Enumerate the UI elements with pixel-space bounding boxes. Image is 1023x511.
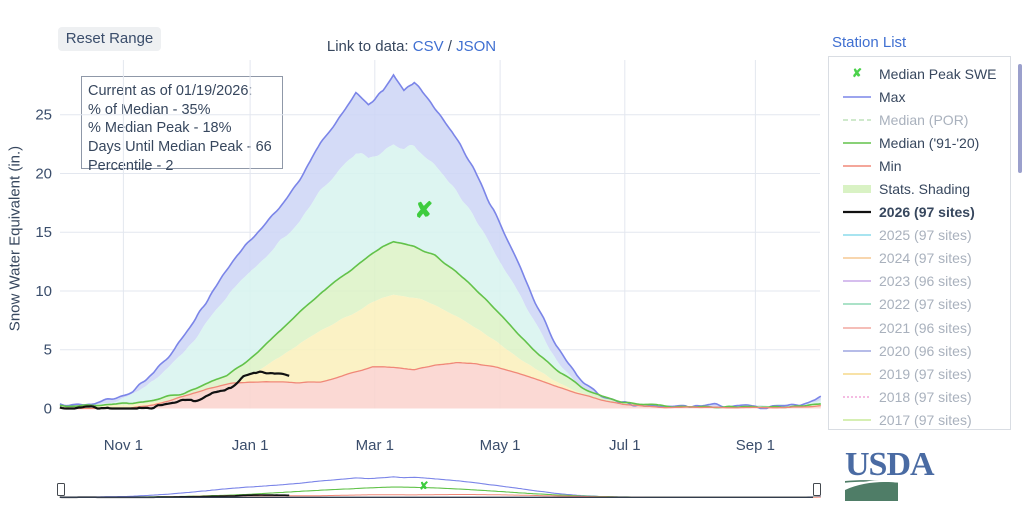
svg-text:Jul 1: Jul 1 bbox=[609, 437, 641, 454]
svg-text:0: 0 bbox=[44, 401, 52, 418]
svg-text:5: 5 bbox=[44, 342, 52, 359]
svg-text:USDA: USDA bbox=[845, 446, 935, 483]
svg-text:✘: ✘ bbox=[419, 481, 428, 493]
svg-text:Jan 1: Jan 1 bbox=[232, 437, 269, 454]
svg-text:10: 10 bbox=[35, 283, 52, 300]
svg-text:Sep 1: Sep 1 bbox=[736, 437, 775, 454]
svg-text:15: 15 bbox=[35, 224, 52, 241]
svg-text:May 1: May 1 bbox=[480, 437, 521, 454]
svg-text:25: 25 bbox=[35, 107, 52, 124]
svg-text:Mar 1: Mar 1 bbox=[356, 437, 394, 454]
svg-text:✘: ✘ bbox=[852, 68, 862, 80]
svg-text:Nov 1: Nov 1 bbox=[104, 437, 143, 454]
svg-text:20: 20 bbox=[35, 165, 52, 182]
